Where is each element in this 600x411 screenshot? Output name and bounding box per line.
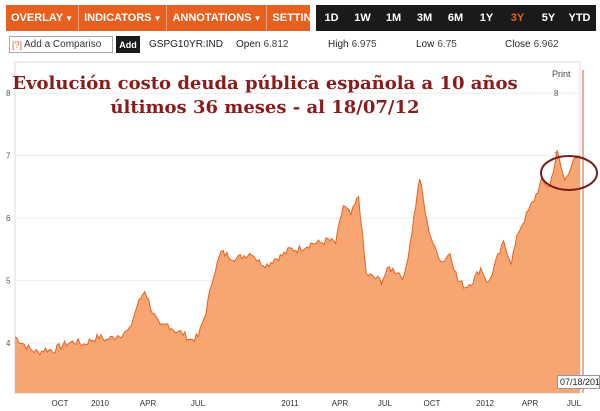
range-3y-button[interactable]: 3Y (510, 12, 525, 24)
range-ytd-button[interactable]: YTD (568, 12, 591, 24)
high-label: High (328, 39, 349, 50)
range-5y-button[interactable]: 5Y (541, 12, 556, 24)
chevron-down-icon: ▼ (65, 13, 74, 23)
chart-title: Evolución costo deuda pública española a… (0, 72, 530, 120)
quote-bar: [?] Add a Compariso Add GSPG10YR:IND Ope… (0, 35, 600, 55)
chart-area[interactable]: 4455667788OCT2010APRJUL2011APRJULOCT2012… (0, 57, 600, 411)
chevron-down-icon: ▼ (253, 13, 262, 23)
overlay-label: OVERLAY (11, 12, 64, 24)
range-1w-button[interactable]: 1W (354, 12, 371, 24)
low-stat: Low 6.75 (416, 39, 457, 50)
range-3m-button[interactable]: 3M (416, 12, 433, 24)
x-tick-label: 2010 (91, 399, 109, 408)
help-icon[interactable]: [?] (12, 39, 23, 50)
settings-label: SETTINGS (272, 12, 328, 24)
high-stat: High 6.975 (328, 39, 377, 50)
open-label: Open (236, 39, 261, 50)
add-compare-button[interactable]: Add (116, 36, 140, 53)
x-tick-label: JUL (378, 399, 393, 408)
x-tick-label: APR (332, 399, 349, 408)
compare-placeholder: Add a Compariso (24, 39, 102, 50)
highlight-circle (540, 155, 598, 191)
x-tick-label: OCT (424, 399, 441, 408)
x-tick-label: JUL (191, 399, 206, 408)
x-tick-label: JUL (567, 399, 582, 408)
x-tick-label: OCT (52, 399, 69, 408)
low-value: 6.75 (437, 39, 457, 50)
high-value: 6.975 (351, 39, 377, 50)
chart-title-line1: Evolución costo deuda pública española a… (12, 73, 518, 94)
chart-toolbar: OVERLAY ▼ INDICATORS ▼ ANNOTATIONS ▼ SETTIN… (0, 0, 600, 36)
y-tick-left: 8 (6, 89, 11, 98)
annotations-label: ANNOTATIONS (172, 12, 252, 24)
range-1d-button[interactable]: 1D (324, 12, 339, 24)
print-link[interactable]: Print (552, 69, 571, 79)
annotations-menu[interactable]: ANNOTATIONS ▼ (167, 5, 268, 31)
range-1m-button[interactable]: 1M (385, 12, 402, 24)
series-line (14, 149, 581, 356)
indicators-menu[interactable]: INDICATORS ▼ (79, 5, 168, 31)
ticker-symbol: GSPG10YR:IND (149, 39, 223, 50)
x-tick-label: 2011 (281, 399, 299, 408)
x-tick-label: APR (140, 399, 157, 408)
range-6m-button[interactable]: 6M (447, 12, 464, 24)
x-tick-label: 2012 (476, 399, 494, 408)
low-label: Low (416, 39, 435, 50)
x-tick-label: APR (522, 399, 539, 408)
price-chart[interactable]: 4455667788OCT2010APRJUL2011APRJULOCT2012… (0, 57, 600, 411)
chart-title-line2: últimos 36 meses - al 18/07/12 (110, 97, 420, 118)
series-area (15, 150, 580, 393)
open-value: 6.812 (263, 39, 289, 50)
range-selector: 1D 1W 1M 3M 6M 1Y 3Y 5Y YTD (316, 5, 596, 31)
close-label: Close (505, 39, 531, 50)
compare-input[interactable]: [?] Add a Compariso (9, 36, 113, 53)
y-tick-left: 7 (6, 152, 11, 161)
y-tick-left: 4 (6, 339, 11, 348)
indicators-label: INDICATORS (84, 12, 152, 24)
chevron-down-icon: ▼ (153, 13, 162, 23)
open-stat: Open 6.812 (236, 39, 289, 50)
close-value: 6.962 (533, 39, 559, 50)
range-1y-button[interactable]: 1Y (479, 12, 494, 24)
date-label: 07/18/201 (557, 375, 600, 389)
y-tick-left: 6 (6, 214, 11, 223)
y-tick-left: 5 (6, 277, 11, 286)
menu-strip: OVERLAY ▼ INDICATORS ▼ ANNOTATIONS ▼ SETTIN… (6, 5, 337, 31)
close-stat: Close 6.962 (505, 39, 559, 50)
y-tick-right: 8 (554, 89, 559, 98)
overlay-menu[interactable]: OVERLAY ▼ (6, 5, 80, 31)
